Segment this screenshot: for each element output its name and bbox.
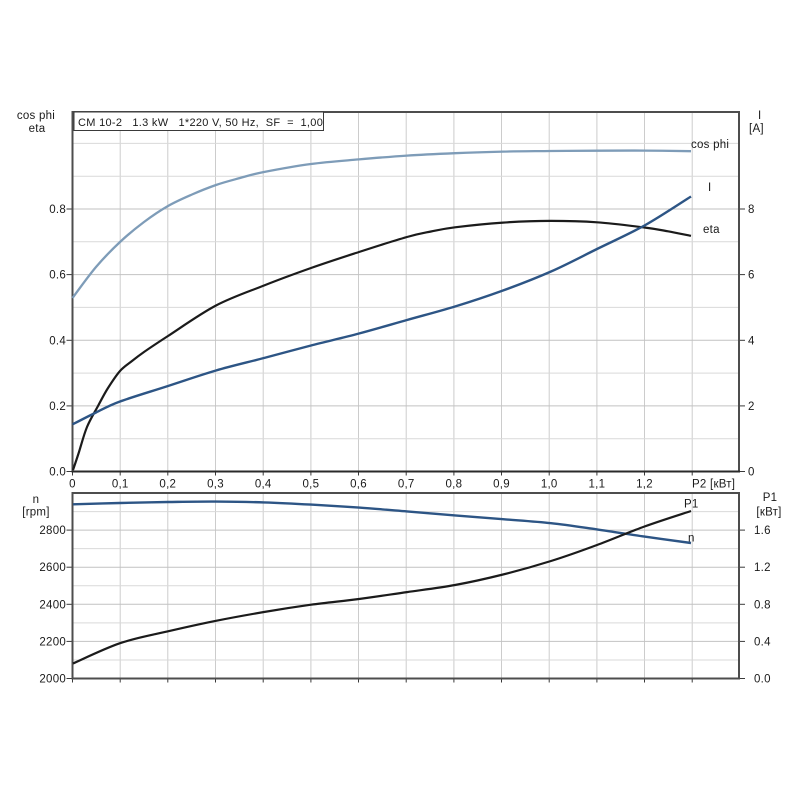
svg-text:P2 [кВт]: P2 [кВт] xyxy=(692,479,735,491)
svg-text:[кВт]: [кВт] xyxy=(756,507,781,519)
svg-text:6: 6 xyxy=(748,270,755,282)
svg-text:0.0: 0.0 xyxy=(49,467,66,479)
svg-text:n: n xyxy=(688,533,695,545)
svg-text:I: I xyxy=(708,182,711,194)
svg-text:2200: 2200 xyxy=(39,636,66,648)
svg-text:1,2: 1,2 xyxy=(636,479,653,491)
svg-text:0: 0 xyxy=(69,479,76,491)
svg-text:0,8: 0,8 xyxy=(446,479,463,491)
svg-text:0.4: 0.4 xyxy=(754,636,771,648)
svg-text:0,4: 0,4 xyxy=(255,479,272,491)
svg-text:P1: P1 xyxy=(684,499,699,511)
svg-text:0,9: 0,9 xyxy=(493,479,510,491)
svg-text:0.2: 0.2 xyxy=(49,401,66,413)
svg-text:n: n xyxy=(33,494,40,506)
svg-text:8: 8 xyxy=(748,204,755,216)
svg-text:0,5: 0,5 xyxy=(303,479,320,491)
svg-text:2600: 2600 xyxy=(39,562,66,574)
svg-text:1,1: 1,1 xyxy=(589,479,606,491)
svg-text:0,6: 0,6 xyxy=(350,479,367,491)
svg-text:1.2: 1.2 xyxy=(754,562,771,574)
svg-text:0,1: 0,1 xyxy=(112,479,129,491)
svg-text:2400: 2400 xyxy=(39,599,66,611)
svg-text:2000: 2000 xyxy=(39,674,66,686)
svg-text:0: 0 xyxy=(748,467,755,479)
svg-text:cos phi: cos phi xyxy=(17,110,55,122)
svg-text:0.8: 0.8 xyxy=(754,599,771,611)
svg-text:I: I xyxy=(758,110,761,122)
svg-text:0.0: 0.0 xyxy=(754,674,771,686)
svg-text:0.6: 0.6 xyxy=(49,270,66,282)
svg-text:1,0: 1,0 xyxy=(541,479,558,491)
svg-text:[A]: [A] xyxy=(749,123,764,135)
svg-text:2: 2 xyxy=(748,401,755,413)
svg-text:0.4: 0.4 xyxy=(49,335,66,347)
svg-text:cos phi: cos phi xyxy=(691,139,729,151)
svg-text:[rpm]: [rpm] xyxy=(22,507,49,519)
svg-text:0,3: 0,3 xyxy=(207,479,224,491)
svg-text:1.6: 1.6 xyxy=(754,525,771,537)
svg-text:eta: eta xyxy=(29,123,46,135)
svg-text:2800: 2800 xyxy=(39,525,66,537)
svg-text:0,7: 0,7 xyxy=(398,479,415,491)
svg-text:0,2: 0,2 xyxy=(159,479,176,491)
svg-text:CM 10-2 1.3 kW 1*220 V, 50: CM 10-2 1.3 kW 1*220 V, 50 Hz, SF = 1,00 xyxy=(78,117,323,129)
svg-text:P1: P1 xyxy=(763,492,778,504)
svg-text:0.8: 0.8 xyxy=(49,204,66,216)
svg-text:4: 4 xyxy=(748,335,755,347)
svg-text:eta: eta xyxy=(703,224,720,236)
